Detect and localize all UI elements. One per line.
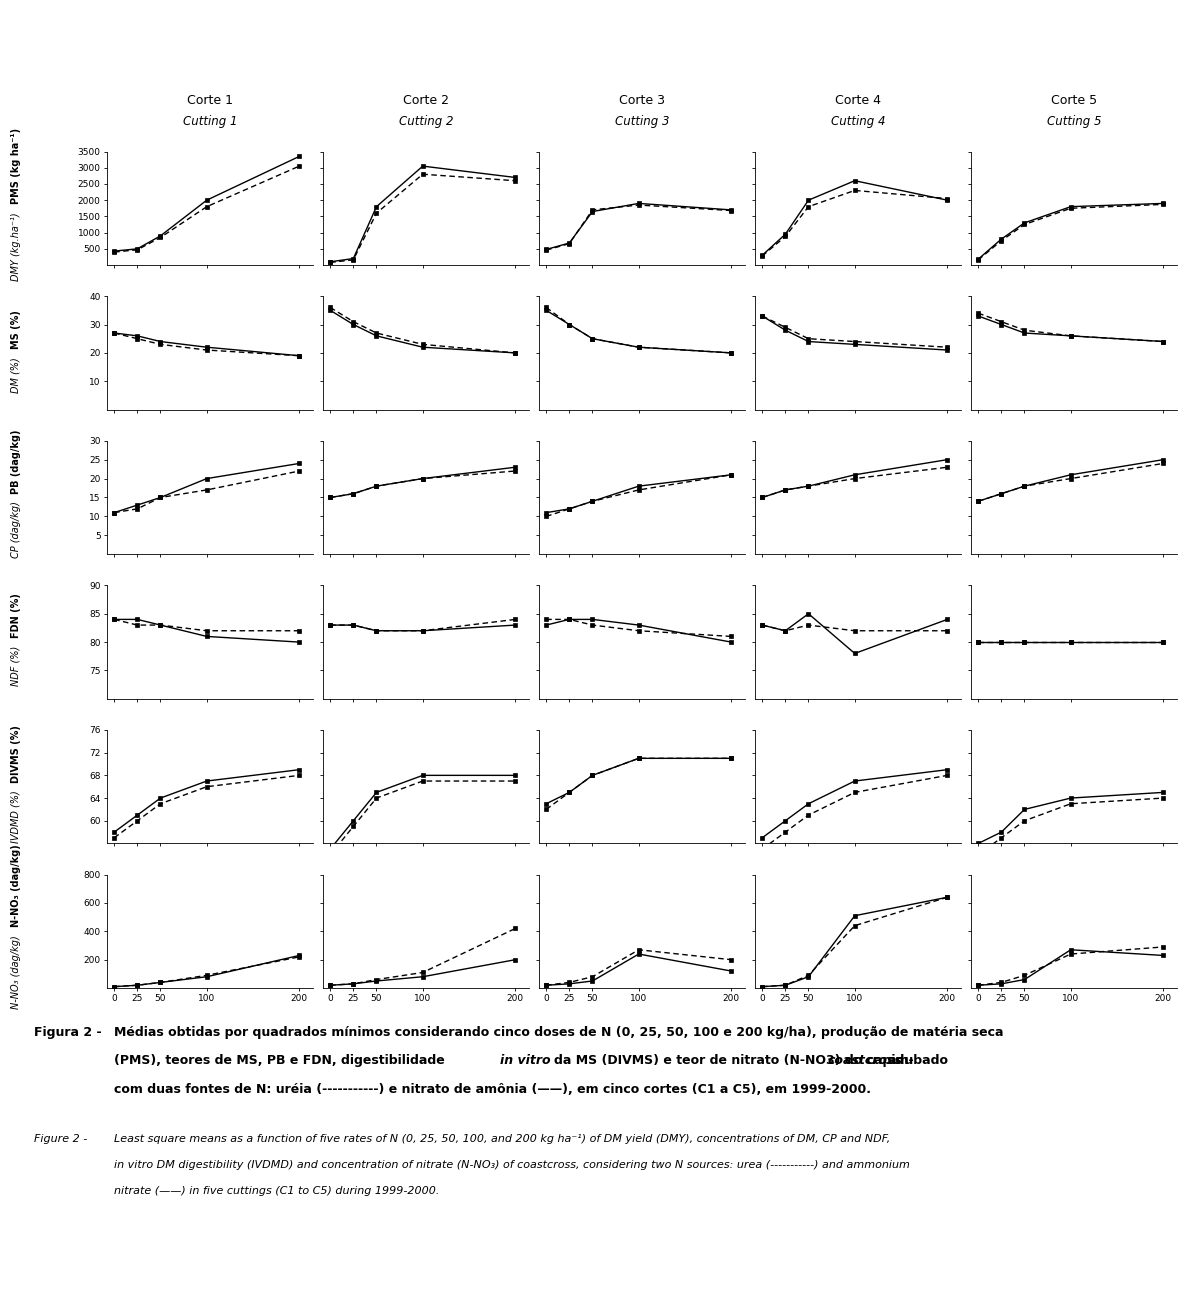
Text: N-NO₃ (dag/kg): N-NO₃ (dag/kg) <box>11 935 20 1009</box>
Text: DM (%): DM (%) <box>11 356 20 392</box>
Text: da MS (DIVMS) e teor de nitrato (N-NO3) do capim-: da MS (DIVMS) e teor de nitrato (N-NO3) … <box>554 1054 914 1067</box>
Text: adubado: adubado <box>888 1054 949 1067</box>
Text: NDF (%): NDF (%) <box>11 646 20 686</box>
Text: Cutting 4: Cutting 4 <box>830 115 886 128</box>
Text: Figura 2 -: Figura 2 - <box>34 1026 101 1039</box>
Text: Corte 5: Corte 5 <box>1051 95 1097 107</box>
Text: nitrate (——) in five cuttings (C1 to C5) during 1999-2000.: nitrate (——) in five cuttings (C1 to C5)… <box>114 1186 439 1197</box>
Text: Corte 4: Corte 4 <box>835 95 881 107</box>
Text: Cutting 1: Cutting 1 <box>182 115 238 128</box>
Text: CP (dag/kg): CP (dag/kg) <box>11 501 20 558</box>
Text: DIVMS (%): DIVMS (%) <box>11 725 20 782</box>
Text: com duas fontes de N: uréia (-----------) e nitrato de amônia (——), em cinco cor: com duas fontes de N: uréia (-----------… <box>114 1083 871 1096</box>
Text: PB (dag/kg): PB (dag/kg) <box>11 429 20 493</box>
Text: N-NO₃ (dag/kg): N-NO₃ (dag/kg) <box>11 844 20 927</box>
Text: Corte 2: Corte 2 <box>403 95 449 107</box>
Text: PMS (kg ha⁻¹): PMS (kg ha⁻¹) <box>11 128 20 205</box>
Text: MS (%): MS (%) <box>11 310 20 348</box>
Text: Médias obtidas por quadrados mínimos considerando cinco doses de N (0, 25, 50, 1: Médias obtidas por quadrados mínimos con… <box>114 1026 1003 1039</box>
Text: Least square means as a function of five rates of N (0, 25, 50, 100, and 200 kg : Least square means as a function of five… <box>114 1134 890 1145</box>
Text: Corte 3: Corte 3 <box>619 95 665 107</box>
Text: Cutting 2: Cutting 2 <box>398 115 454 128</box>
Text: DMY (kg.ha⁻¹): DMY (kg.ha⁻¹) <box>11 212 20 281</box>
Text: IVDMD (%): IVDMD (%) <box>11 790 20 843</box>
Text: Corte 1: Corte 1 <box>187 95 233 107</box>
Text: Cutting 5: Cutting 5 <box>1046 115 1102 128</box>
Text: FDN (%): FDN (%) <box>11 593 20 638</box>
Text: coastcross: coastcross <box>828 1054 902 1067</box>
Text: (PMS), teores de MS, PB e FDN, digestibilidade: (PMS), teores de MS, PB e FDN, digestibi… <box>114 1054 445 1067</box>
Text: in vitro: in vitro <box>500 1054 551 1067</box>
Text: Cutting 3: Cutting 3 <box>614 115 670 128</box>
Text: in vitro DM digestibility (IVDMD) and concentration of nitrate (N-NO₃) of coastc: in vitro DM digestibility (IVDMD) and co… <box>114 1160 910 1171</box>
Text: Figure 2 -: Figure 2 - <box>34 1134 86 1145</box>
